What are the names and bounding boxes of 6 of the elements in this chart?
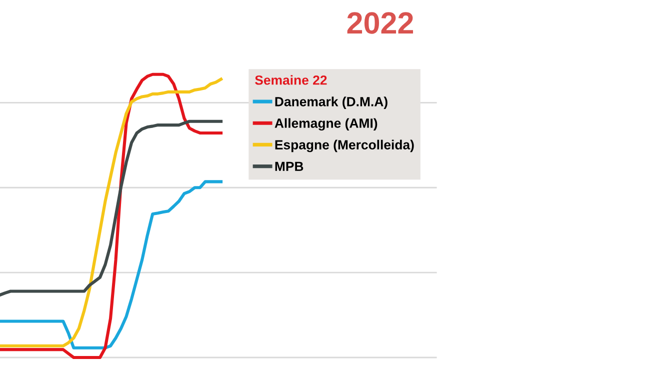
chart-title: 2022 bbox=[347, 12, 414, 34]
legend-title: Semaine 22 bbox=[255, 75, 327, 85]
legend-label: Danemark (D.M.A) bbox=[275, 96, 388, 109]
legend-label: Espagne (Mercolleida) bbox=[275, 140, 414, 152]
legend-label: MPB bbox=[275, 162, 304, 171]
legend-label: Allemagne (AMI) bbox=[274, 118, 378, 131]
